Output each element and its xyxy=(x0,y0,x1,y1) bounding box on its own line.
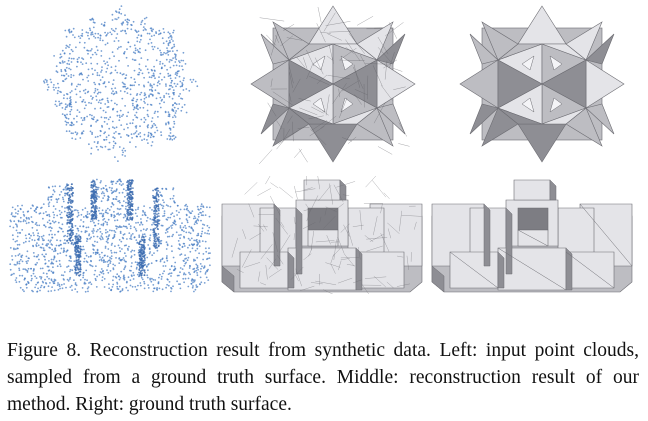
star-point-cloud xyxy=(43,5,199,163)
blocks-point-cloud xyxy=(9,178,211,293)
blocks-ground-truth xyxy=(431,179,633,293)
star-reconstruction-mesh xyxy=(250,5,416,164)
star-ground-truth xyxy=(459,5,625,163)
figure-caption: Figure 8. Reconstruction result from syn… xyxy=(7,340,639,415)
figure-8 xyxy=(9,5,633,294)
blocks-reconstruction-mesh xyxy=(221,176,423,294)
